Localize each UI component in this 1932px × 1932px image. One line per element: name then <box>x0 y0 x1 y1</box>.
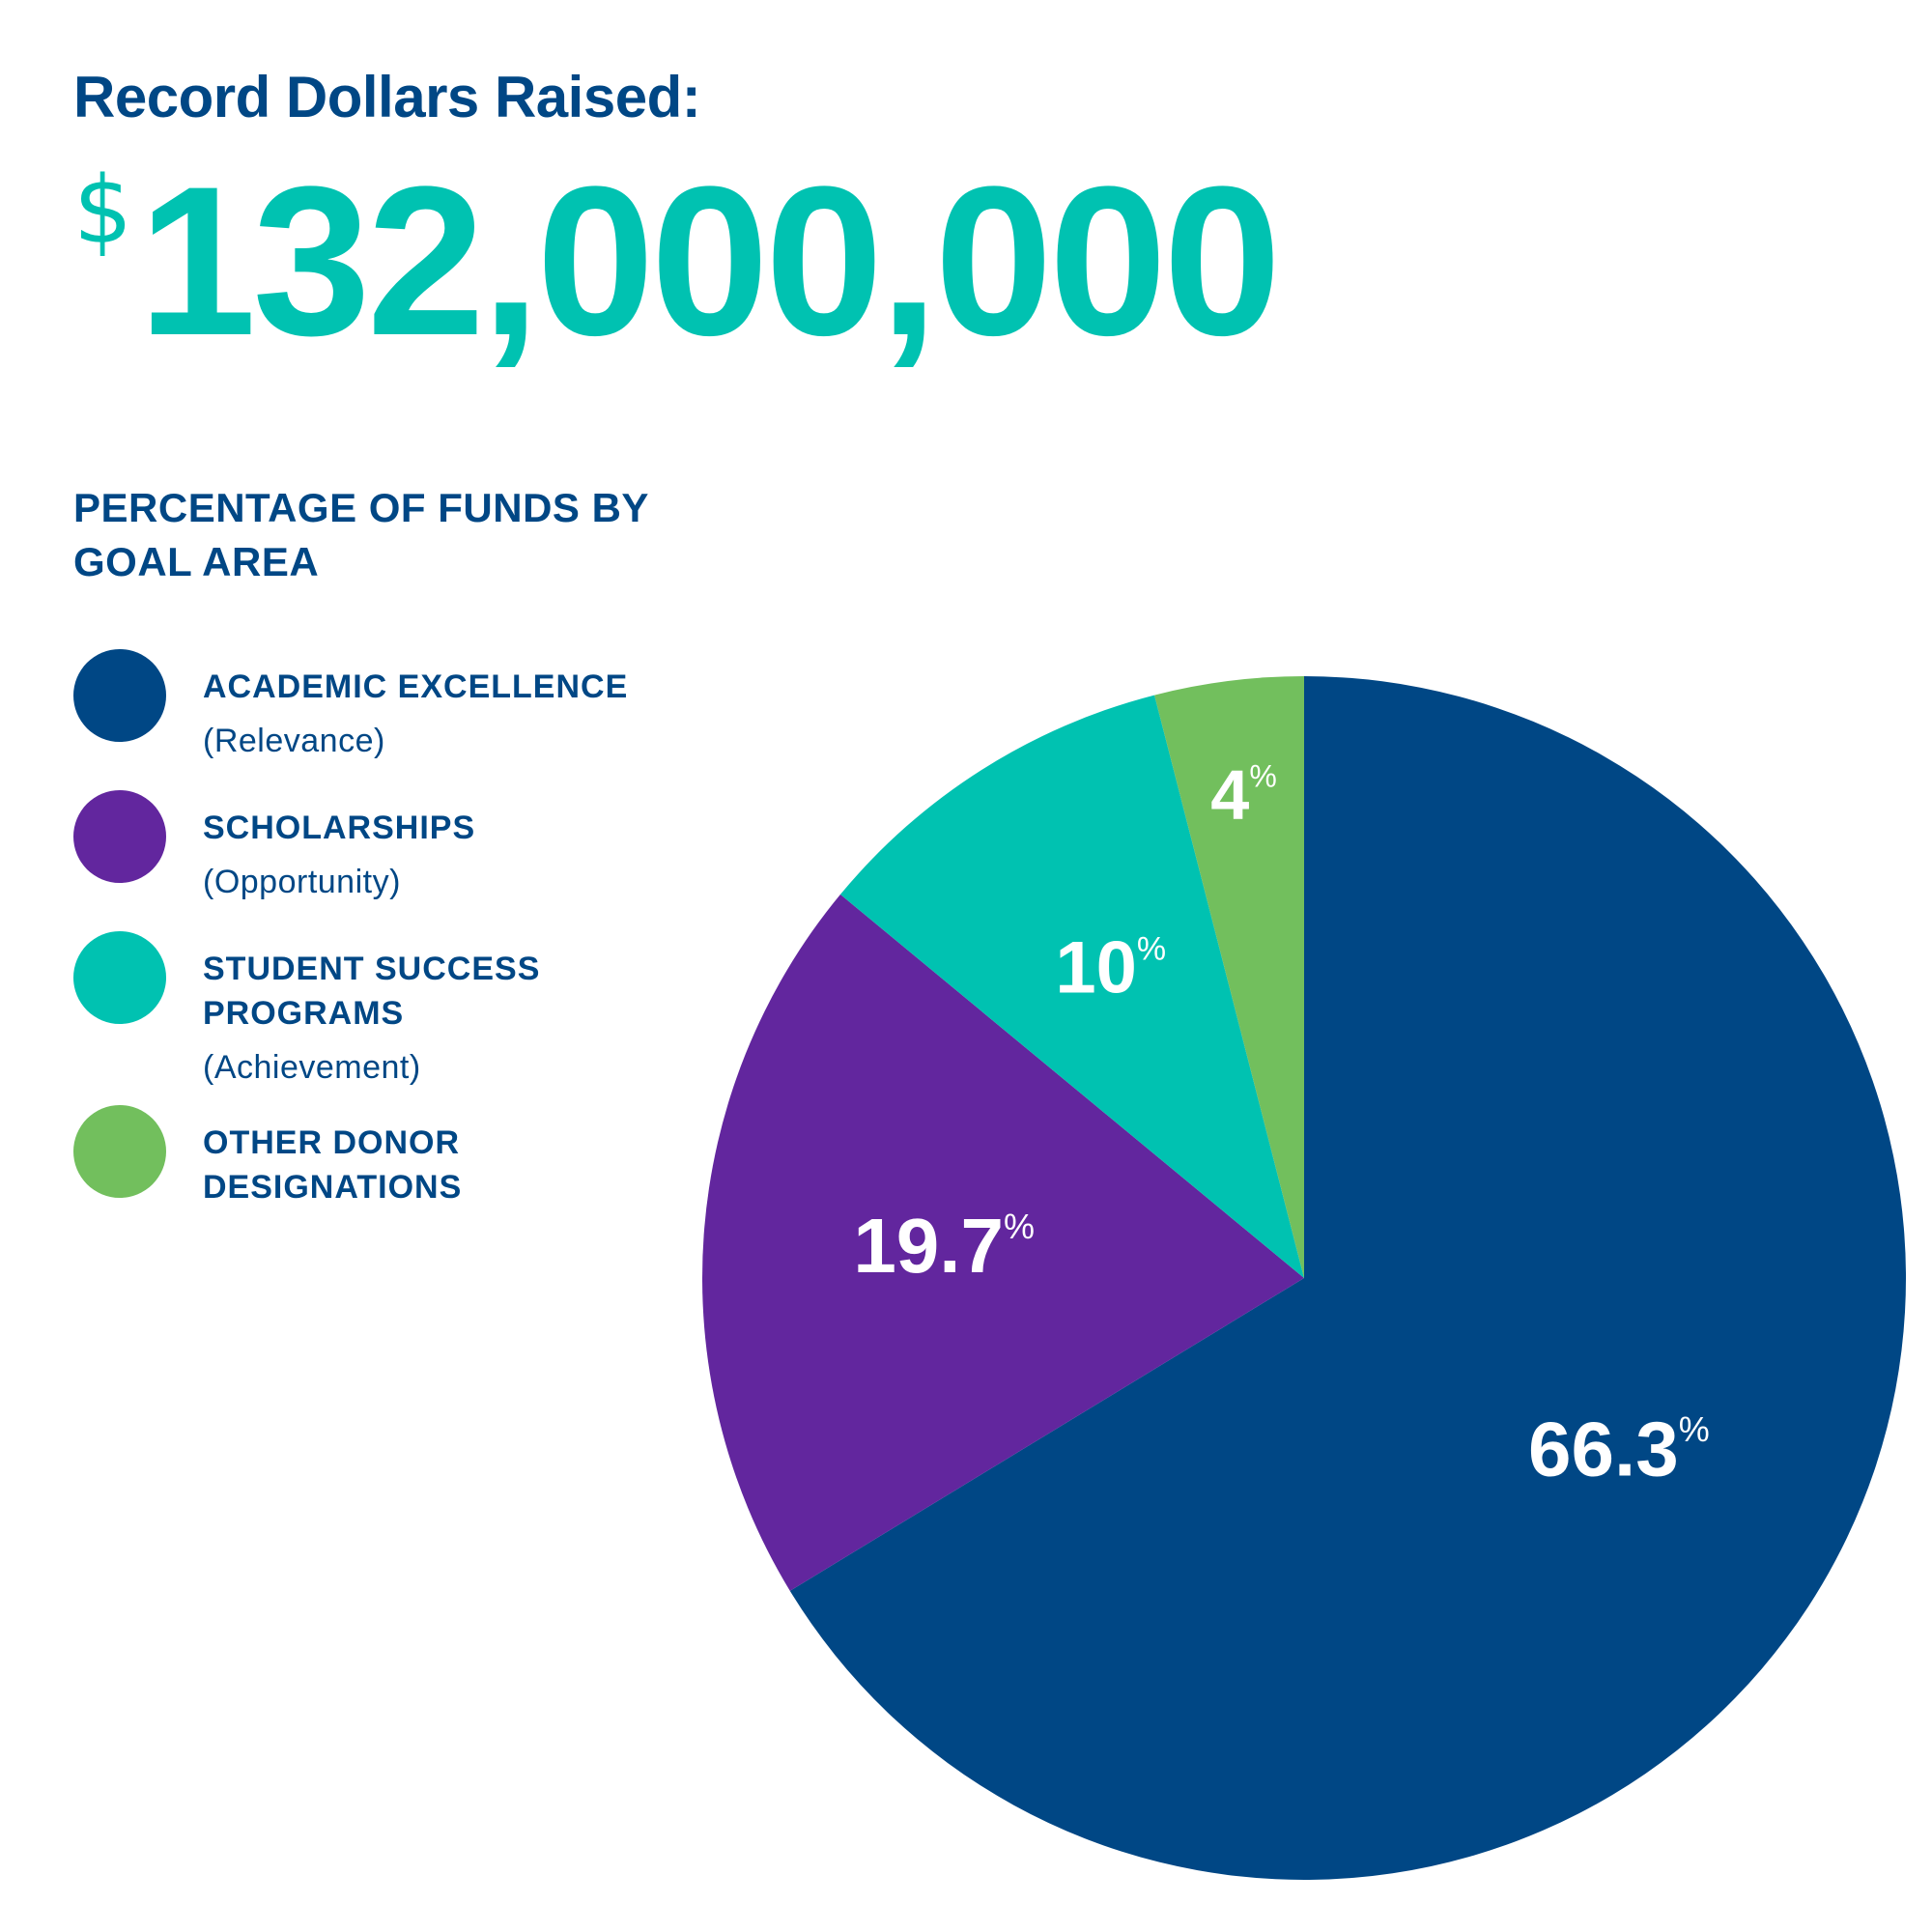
legend-swatch-academic-excellence <box>73 649 166 742</box>
legend-sub-academic-excellence: (Relevance) <box>203 723 385 759</box>
legend-sub-student-success: (Achievement) <box>203 1049 421 1086</box>
pie-slice-scholarships <box>702 894 1304 1591</box>
amount-value: 132,000,000 <box>138 142 1281 380</box>
legend-swatch-other-donor <box>73 1105 166 1198</box>
total-amount: $ 132,000,000 <box>73 142 1282 380</box>
pie-slice-student-success-programs <box>839 695 1304 1278</box>
currency-symbol: $ <box>73 156 133 265</box>
legend-swatch-student-success <box>73 931 166 1024</box>
legend-sub-scholarships: (Opportunity) <box>203 864 401 900</box>
legend-label-academic-excellence: ACADEMIC EXCELLENCE <box>203 668 629 705</box>
legend-label-student-success: STUDENT SUCCESS PROGRAMS <box>203 951 541 1032</box>
headline: Record Dollars Raised: <box>73 65 701 129</box>
chart-title: PERCENTAGE OF FUNDS BY GOAL AREA <box>73 485 649 584</box>
legend-label-scholarships: SCHOLARSHIPS <box>203 810 476 846</box>
pie-slice-academic-excellence <box>789 676 1906 1880</box>
legend-label-other-donor: OTHER DONOR DESIGNATIONS <box>203 1124 463 1206</box>
legend-swatch-scholarships <box>73 790 166 883</box>
pie-slice-other-donor-designations <box>1154 676 1304 1278</box>
